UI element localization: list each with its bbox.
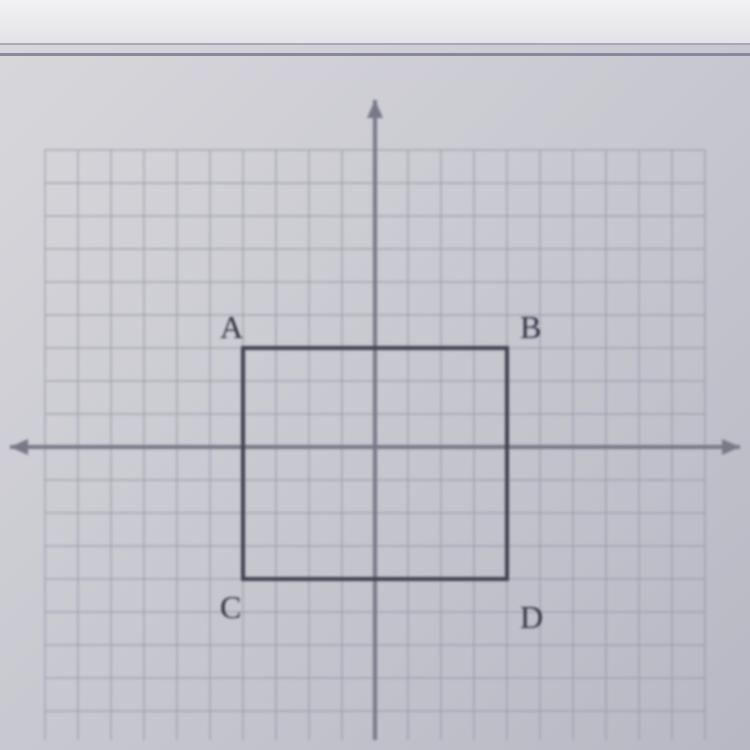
- vertex-label-c: C: [220, 589, 241, 625]
- x-axis-arrow-left: [10, 439, 28, 455]
- window-titlebar: [0, 0, 750, 45]
- y-axis-arrow-up: [367, 100, 383, 118]
- vertex-label-d: D: [520, 599, 543, 635]
- vertex-label-b: B: [520, 309, 541, 345]
- chart-svg: A B C D: [10, 100, 740, 740]
- coordinate-plane-chart: A B C D: [10, 100, 740, 740]
- divider: [0, 53, 750, 56]
- x-axis-arrow-right: [722, 439, 740, 455]
- vertex-label-a: A: [220, 309, 243, 345]
